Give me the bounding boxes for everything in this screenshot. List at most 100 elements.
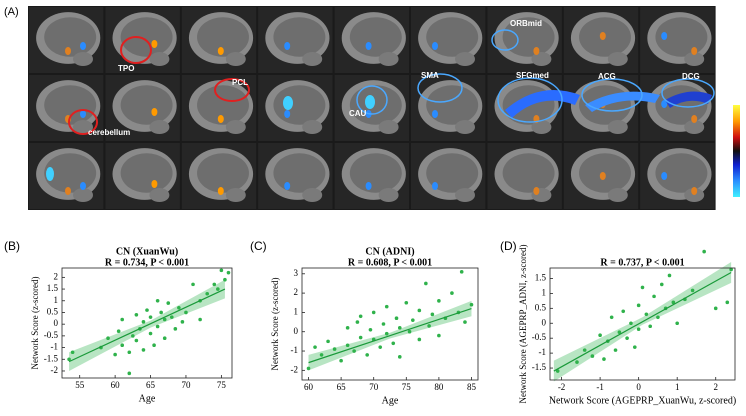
scatter-point: [141, 348, 146, 352]
scatter-point: [598, 333, 602, 338]
y-tick-label: 1: [54, 295, 59, 305]
scatter-point: [184, 310, 188, 315]
activation-blob: [46, 167, 54, 181]
scatter-point: [644, 312, 649, 317]
activation-blob: [65, 187, 71, 195]
brain-tissue: [273, 17, 326, 57]
activation-blob: [691, 115, 698, 123]
cerebellum-shape: [73, 52, 94, 67]
y-tick-label: -1: [291, 345, 299, 355]
scatter-point: [313, 345, 317, 349]
cerebellum-shape: [684, 120, 705, 135]
brain-panel: TPO ORBmid PCL cerebellum SMA SFGmed ACG DCG CAU: [28, 6, 716, 210]
cerebellum-shape: [455, 52, 476, 67]
activation-blob: [599, 32, 606, 40]
scatter-point: [636, 303, 641, 308]
activation-blob: [365, 182, 372, 190]
region-label: SFGmed: [516, 71, 549, 80]
cerebellum-shape: [378, 52, 399, 67]
scatter-point: [394, 316, 399, 321]
scatter-point: [177, 305, 181, 310]
brain-tissue: [120, 85, 173, 125]
y-tick-label: 2: [54, 271, 59, 281]
region-label: ORBmid: [510, 19, 542, 28]
brain-tissue: [502, 17, 555, 57]
x-tick-label: -1: [596, 382, 604, 392]
scatter-point: [113, 352, 117, 357]
scatter-point: [155, 298, 160, 303]
scatter-point: [667, 273, 672, 278]
scatter-point: [427, 324, 431, 328]
chart-subtitle: R = 0.608, P < 0.001: [348, 257, 432, 268]
scatter-point: [162, 317, 167, 322]
scatter-point: [226, 270, 231, 275]
region-circle: [214, 78, 250, 102]
brain-tissue: [197, 153, 249, 193]
scatter-point: [648, 324, 653, 329]
scatter-point: [575, 360, 579, 364]
cerebellum-shape: [149, 120, 170, 135]
x-tick-label: 85: [467, 382, 477, 392]
brain-tissue: [197, 85, 249, 125]
y-tick-label: -2: [291, 364, 299, 374]
cerebellum-shape: [225, 120, 246, 135]
activation-blob: [217, 187, 224, 195]
activation-blob: [151, 108, 158, 116]
brain-tissue: [426, 17, 479, 57]
activation-blob: [432, 182, 438, 190]
scatter-point: [306, 366, 311, 371]
region-label: CAU: [349, 109, 367, 118]
scatter-point: [326, 339, 330, 344]
cerebellum-shape: [531, 120, 552, 135]
region-label: cerebellum: [88, 128, 130, 137]
brain-tissue: [349, 153, 402, 193]
panel-label: (D): [500, 239, 517, 253]
scatter-point: [640, 285, 645, 290]
y-tick-label: -1.5: [532, 362, 547, 372]
activation-blob: [599, 172, 606, 180]
fit-line: [553, 271, 732, 372]
scatter-point: [162, 336, 167, 341]
brain-tissue: [426, 85, 479, 125]
cerebellum-shape: [684, 188, 705, 203]
chart-title: CN (ADNI): [365, 246, 414, 257]
chart-subtitle: R = 0.734, P < 0.001: [105, 257, 189, 268]
x-tick-label: 65: [146, 380, 156, 390]
cerebellum-shape: [149, 188, 170, 203]
cerebellum-shape: [302, 120, 323, 135]
y-axis-label: Network Score (z-scored): [270, 278, 280, 371]
scatter-point: [127, 371, 132, 376]
brain-tissue: [120, 17, 173, 57]
region-circle: [581, 78, 643, 112]
activation-blob: [65, 47, 71, 55]
scatter-point: [67, 357, 71, 362]
activation-blob: [533, 47, 540, 55]
cerebellum-shape: [302, 188, 323, 203]
scatter-point: [358, 335, 363, 340]
y-tick-label: 0: [542, 317, 547, 327]
scatter-point: [430, 312, 435, 317]
region-circle: [417, 73, 463, 103]
region-circle: [497, 77, 563, 123]
activation-blob: [284, 182, 291, 190]
scatter-point: [417, 308, 422, 313]
cerebellum-shape: [684, 52, 705, 67]
colorbar: [733, 105, 740, 197]
activation-blob: [284, 42, 291, 50]
cerebellum-shape: [607, 52, 628, 67]
scatter-point: [381, 322, 386, 326]
x-axis-label: Network Score (AGEPRP_XuanWu, z-scored): [549, 395, 736, 406]
scatter-point: [216, 287, 220, 291]
activation-blob: [284, 110, 291, 118]
cerebellum-shape: [73, 188, 94, 203]
cerebellum-shape: [225, 188, 246, 203]
scatter-point: [613, 348, 618, 352]
scatter-point: [417, 337, 422, 342]
axes-box: [301, 267, 479, 381]
scatter-point: [656, 315, 660, 320]
scatter-point: [636, 327, 641, 332]
scatter-point: [70, 350, 75, 355]
y-tick-label: 0.5: [47, 307, 59, 317]
brain-tissue: [273, 85, 326, 125]
x-tick-label: 55: [75, 380, 85, 390]
